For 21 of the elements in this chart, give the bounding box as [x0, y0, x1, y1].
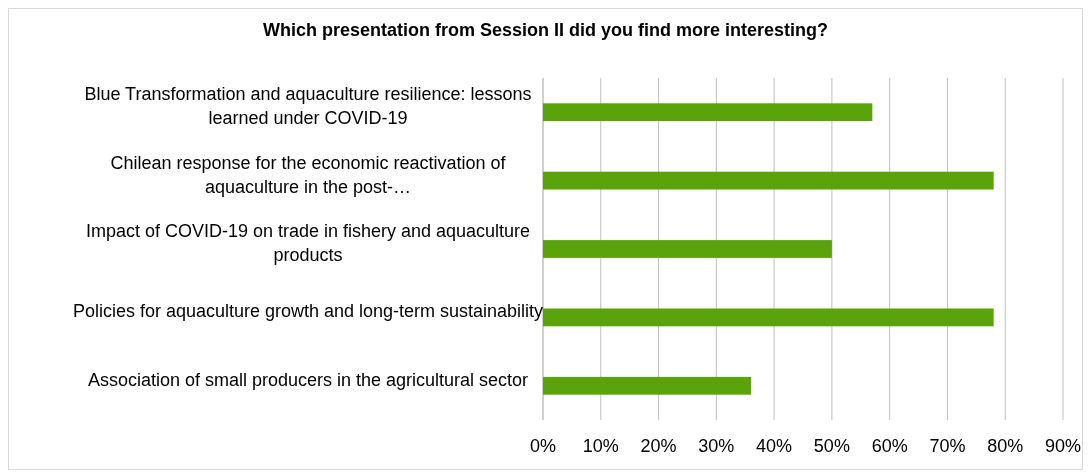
y-tick-label: Policies for aquaculture growth and long-term sustainability: [72, 301, 544, 322]
bar: [543, 171, 994, 190]
y-tick-label: Blue Transformation and aquaculture resilience: lessons learned under COVID-19: [84, 84, 532, 129]
x-tick-label: 90%: [1044, 436, 1082, 456]
y-tick-label: Association of small producers in the agricultural sector: [87, 369, 529, 390]
x-tick-label: 10%: [582, 436, 619, 456]
bar: [543, 103, 873, 122]
x-tick-label: 20%: [640, 436, 677, 456]
x-tick-label: 30%: [698, 436, 735, 456]
bar: [543, 376, 751, 395]
bar: [543, 240, 832, 258]
x-tick-label: 40%: [756, 436, 793, 456]
y-tick-label: Impact of COVID-19 on trade in fishery and aquaculture products: [85, 221, 531, 265]
bar: [543, 308, 994, 327]
x-tick-label: 60%: [871, 436, 908, 456]
x-tick-label: 50%: [813, 436, 850, 456]
y-tick-label: Chilean response for the economic reactivation of aquaculture in the post-…: [110, 152, 507, 197]
x-tick-label: 0%: [529, 436, 557, 456]
chart-title: Which presentation from Session II did you find more interesting?: [262, 20, 829, 40]
x-tick-label: 70%: [929, 436, 966, 456]
x-tick-label: 80%: [987, 436, 1024, 456]
